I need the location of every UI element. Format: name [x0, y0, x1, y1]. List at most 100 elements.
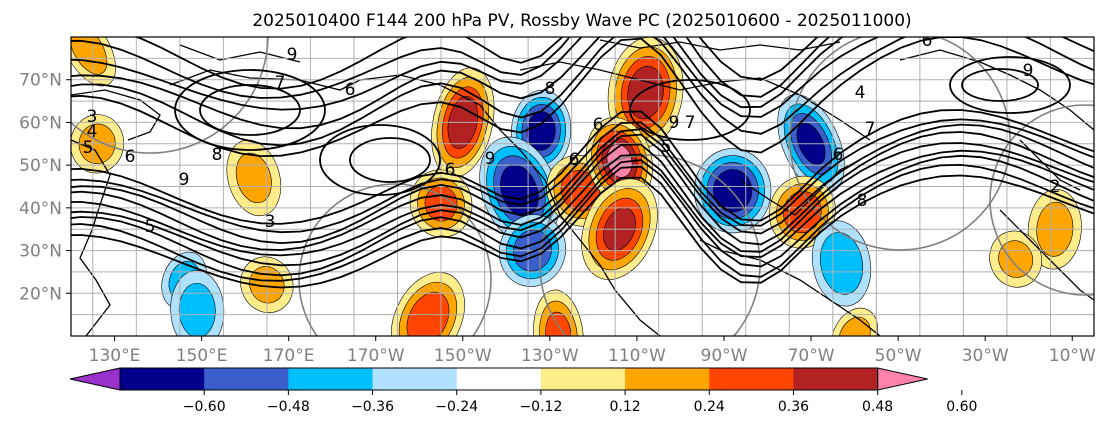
contour-label: 3	[265, 212, 276, 232]
contour-label: 5	[145, 217, 156, 237]
pv-contour	[71, 37, 1094, 130]
pv-contour	[71, 118, 1094, 234]
lat-tick-label: 30°N	[19, 242, 62, 262]
colorbar-bin	[288, 368, 374, 390]
pv-contour	[71, 131, 1094, 251]
colorbar-frame	[119, 367, 879, 391]
colorbar-bin	[204, 368, 289, 390]
lat-tick-label: 70°N	[19, 71, 62, 91]
lon-tick-label: 130°W	[521, 346, 579, 366]
coastline	[71, 89, 161, 141]
colorbar-tick-label: −0.36	[351, 399, 394, 415]
colorbar-extend-low	[69, 367, 121, 391]
pv-anomaly	[391, 271, 465, 336]
pv-contour	[71, 109, 1094, 225]
anomaly-band	[838, 316, 871, 336]
colorbar-tick-label: 0.24	[694, 399, 725, 415]
wave-packet-circles	[71, 37, 1094, 336]
contour-label: 6	[445, 160, 456, 180]
colorbar-tick-label: 0.36	[778, 399, 809, 415]
colorbar-tick-label: −0.24	[435, 399, 478, 415]
lon-tick-label: 30°W	[962, 346, 1009, 366]
colorbar-bin	[120, 368, 205, 390]
pv-contour	[71, 174, 1094, 289]
lon-tick-label: 110°W	[608, 346, 666, 366]
contour-label: 9	[485, 149, 496, 169]
colorbar-tick-label: −0.12	[519, 399, 562, 415]
contour-label: 9	[287, 45, 298, 65]
lat-tick-label: 40°N	[19, 199, 62, 219]
lon-tick-label: 170°W	[347, 346, 405, 366]
contour-label: 8	[545, 79, 556, 99]
coastline	[739, 159, 861, 216]
contour-label: 5	[661, 137, 672, 157]
lat-tick-label: 50°N	[19, 156, 62, 176]
pv-anomaly	[811, 220, 872, 307]
pv-contour	[961, 68, 1039, 102]
contour-label: 6	[125, 147, 136, 167]
pv-contour	[949, 56, 1071, 114]
lon-tick-label: 50°W	[875, 346, 922, 366]
pv-contour	[71, 37, 1094, 147]
pv-anomaly	[431, 67, 495, 178]
chart-title: 2025010400 F144 200 hPa PV, Rossby Wave …	[252, 11, 911, 31]
anomaly-band	[819, 232, 864, 295]
colorbar-tick-label: 0.60	[946, 399, 977, 415]
lon-tick-label: 90°W	[701, 346, 748, 366]
contour-label: 9	[179, 170, 190, 190]
colorbar-bin	[540, 368, 626, 390]
pv-anomaly	[581, 178, 658, 280]
wave-packet-circle	[298, 183, 492, 336]
pv-contour	[319, 124, 441, 196]
pv-contour	[71, 154, 1094, 277]
contour-label: 6	[922, 31, 933, 51]
coastline	[169, 69, 441, 91]
pv-contour	[629, 79, 751, 141]
pv-contour	[71, 37, 831, 99]
pv-contour	[71, 142, 1094, 257]
contour-label: 7	[275, 73, 286, 93]
lon-tick-label: 130°E	[89, 346, 141, 366]
wave-packet-circle	[989, 104, 1094, 296]
colorbar-extend-high	[877, 367, 928, 391]
map-frame	[70, 36, 1095, 337]
pv-contour	[71, 37, 1094, 158]
colorbar-bin	[709, 368, 794, 390]
contour-label: 9	[1023, 61, 1034, 81]
contour-label: 7	[865, 119, 876, 139]
colorbar-tick-label: −0.60	[183, 399, 226, 415]
anomaly-band	[178, 282, 216, 336]
lon-tick-label: 150°E	[176, 346, 228, 366]
colorbar-tick-label: −0.48	[267, 399, 310, 415]
contour-label: 2	[1050, 177, 1061, 197]
colorbar-tick-label: 0.12	[610, 399, 641, 415]
contour-label: 5	[83, 138, 94, 158]
pv-contour	[71, 149, 1094, 267]
coastline	[599, 39, 841, 51]
anomaly-band	[713, 169, 753, 213]
lon-tick-label: 70°W	[788, 346, 835, 366]
contour-label: 9	[669, 113, 680, 133]
pv-contour	[71, 123, 1094, 245]
pv-contour	[133, 37, 819, 90]
contour-label: 6	[345, 80, 356, 100]
pv-anomaly	[170, 270, 225, 336]
contour-label: 6	[593, 115, 604, 135]
contour-label: 7	[685, 113, 696, 133]
lat-axis: 20°N 30°N 40°N 50°N 60°N 70°N	[19, 71, 71, 304]
contour-label: 6	[569, 150, 580, 170]
lon-tick-label: 10°W	[1049, 346, 1096, 366]
pv-contour	[174, 69, 326, 151]
lon-tick-label: 170°E	[263, 346, 315, 366]
pv-contour	[349, 137, 431, 183]
coastline	[71, 139, 111, 336]
contour-label: 4	[855, 83, 866, 103]
lat-tick-label: 60°N	[19, 113, 62, 133]
lat-tick-label: 20°N	[19, 284, 62, 304]
wave-packet-circle	[539, 154, 761, 336]
contour-label: 8	[212, 145, 223, 165]
contour-label: 8	[857, 191, 868, 211]
